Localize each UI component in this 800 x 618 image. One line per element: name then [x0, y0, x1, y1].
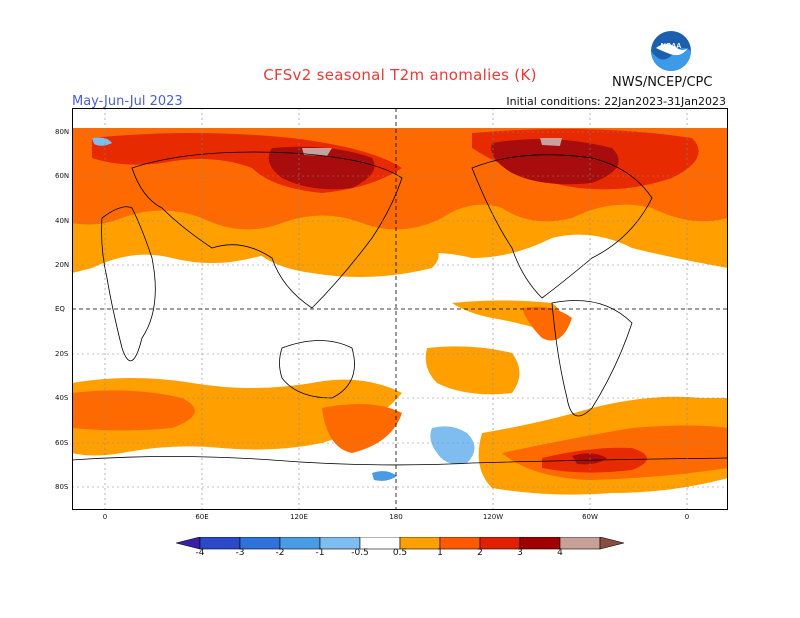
equator-dateline: [72, 108, 728, 510]
coast-antarctica: [71, 456, 729, 466]
coast-africa-europe: [101, 206, 156, 362]
colorbar-label: -1: [315, 548, 325, 558]
lat-label: 60N: [55, 172, 70, 180]
anomaly-south-1b: [322, 404, 402, 453]
anomaly-north-3b: [491, 139, 619, 185]
agency-label: NWS/NCEP/CPC: [612, 75, 713, 90]
anomaly-map: [71, 108, 729, 514]
colorbar-label: -0.5: [351, 548, 369, 558]
lat-label: 60S: [55, 439, 69, 447]
colorbar: [175, 536, 626, 555]
anomaly-south-3: [572, 453, 607, 465]
lat-label: 80S: [55, 483, 69, 491]
colorbar-label: 4: [557, 548, 563, 558]
anomaly-east-pacific-2: [522, 306, 572, 341]
lat-label: 40N: [55, 217, 70, 225]
anomaly-pacific-north: [252, 234, 439, 277]
colorbar-label: 2: [477, 548, 483, 558]
noaa-logo: NOAA: [650, 30, 692, 72]
anomaly-neg-2: [372, 471, 397, 481]
svg-text:NOAA: NOAA: [661, 43, 682, 50]
lon-label: 120E: [290, 513, 308, 521]
anomaly-north-3: [268, 146, 375, 190]
anomaly-south-pacific: [425, 346, 520, 395]
lon-label: 0: [684, 513, 690, 521]
lon-label: 60W: [582, 513, 598, 521]
lon-label: 0: [102, 513, 108, 521]
lat-label: EQ: [55, 305, 65, 313]
coast-south-america: [551, 300, 633, 417]
anomaly-neg-1: [430, 426, 475, 465]
grid-lines: [72, 108, 728, 510]
anomaly-north-4b: [540, 138, 562, 146]
season-label: May-Jun-Jul 2023: [72, 94, 183, 109]
lat-label: 20N: [55, 261, 70, 269]
colorbar-label: -4: [195, 548, 205, 558]
colorbar-label: 0.5: [392, 548, 408, 558]
lat-label: 40S: [55, 394, 69, 402]
coast-north-america: [471, 154, 653, 299]
colorbar-label: 1: [437, 548, 443, 558]
lat-label: 80N: [55, 128, 70, 136]
map-title: CFSv2 seasonal T2m anomalies (K): [263, 66, 537, 84]
lon-label: 120W: [482, 513, 504, 521]
anomaly-neg-3: [92, 137, 112, 146]
lon-label: 180: [389, 513, 403, 521]
colorbar-label: -2: [275, 548, 285, 558]
lon-label: 60E: [195, 513, 209, 521]
initial-conditions-label: Initial conditions: 22Jan2023-31Jan2023: [506, 95, 726, 108]
colorbar-label: -3: [235, 548, 245, 558]
anomaly-south-1: [72, 390, 195, 431]
coast-asia: [131, 151, 403, 309]
lat-label: 20S: [55, 350, 69, 358]
colorbar-label: 3: [517, 548, 523, 558]
